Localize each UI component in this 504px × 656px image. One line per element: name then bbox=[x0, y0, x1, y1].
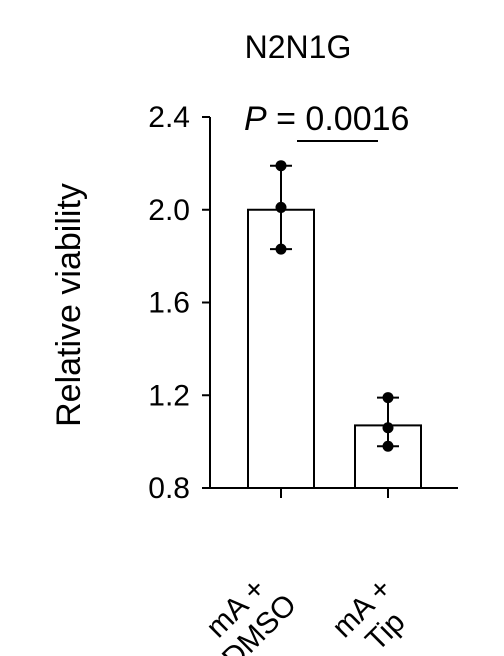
data-point bbox=[275, 160, 287, 172]
category-label: mA +DMSO bbox=[193, 565, 303, 656]
axes: 0.8 1.2 1.6 2.0 2.4 bbox=[148, 101, 458, 505]
significance-annotation: P = 0.0016 bbox=[244, 100, 409, 142]
p-value-label: P = 0.0016 bbox=[244, 100, 409, 138]
data-points bbox=[275, 160, 394, 452]
y-axis-title: Relative viability bbox=[50, 183, 88, 427]
data-point bbox=[275, 243, 287, 255]
p-value-text: = 0.0016 bbox=[267, 100, 410, 138]
data-point bbox=[275, 201, 287, 213]
p-symbol: P bbox=[244, 100, 267, 138]
chart-title: N2N1G bbox=[245, 29, 352, 65]
y-tick-label: 1.2 bbox=[148, 379, 190, 412]
bar bbox=[247, 208, 315, 489]
category-label: mA +Tip bbox=[326, 572, 422, 656]
data-point bbox=[382, 440, 394, 452]
data-point bbox=[382, 422, 394, 434]
y-tick-label: 2.0 bbox=[148, 194, 190, 227]
y-tick-label: 1.6 bbox=[148, 287, 190, 320]
y-tick-label: 0.8 bbox=[148, 472, 190, 505]
bars bbox=[247, 208, 422, 489]
category-labels: mA +DMSO mA +Tip bbox=[193, 565, 422, 656]
data-point bbox=[382, 392, 394, 404]
y-tick-label: 2.4 bbox=[148, 101, 190, 134]
